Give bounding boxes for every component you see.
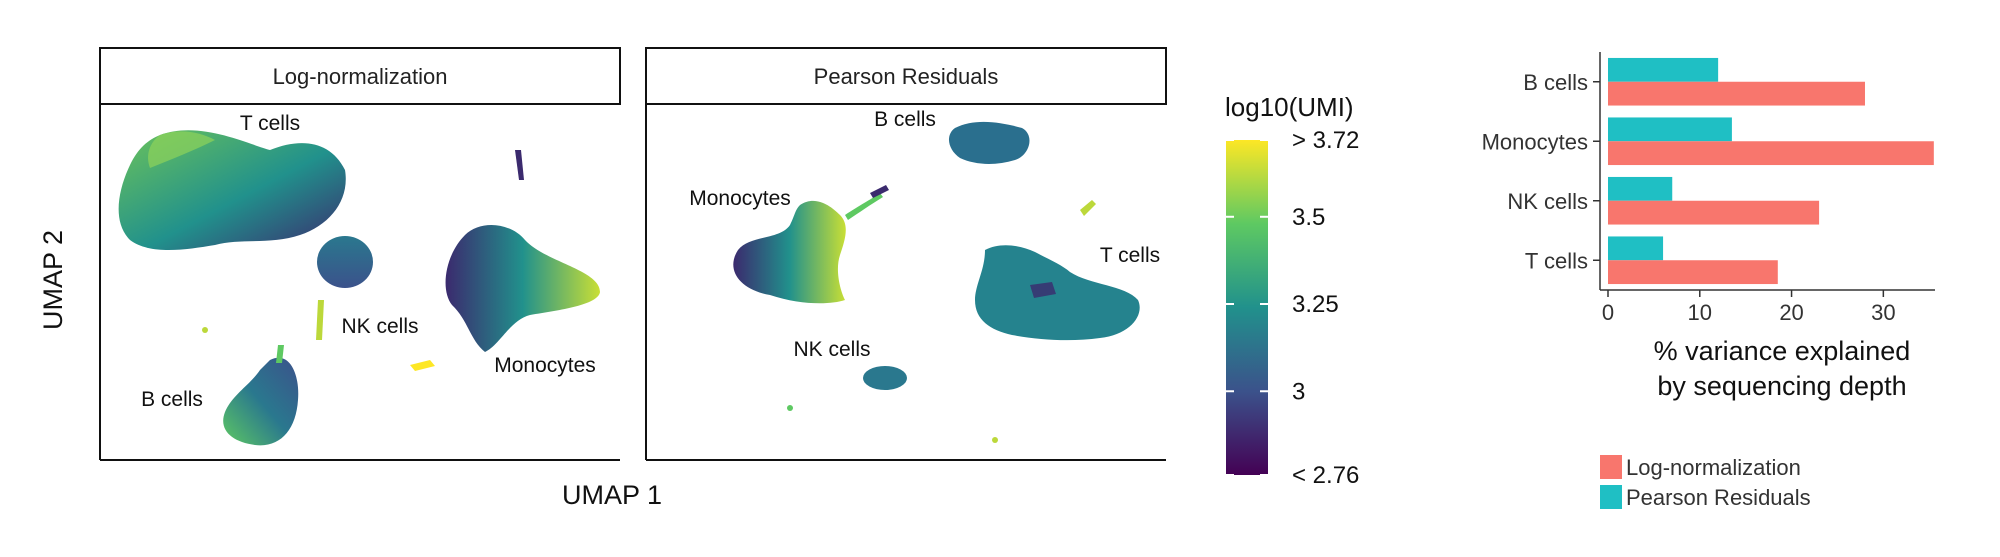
bar bbox=[1608, 176, 1673, 201]
nk-cells-cluster bbox=[317, 236, 373, 288]
x-tick-label: 10 bbox=[1688, 300, 1712, 325]
t-cells-cluster bbox=[118, 130, 346, 250]
category-label: B cells bbox=[1523, 70, 1588, 95]
monocytes-strand bbox=[515, 150, 524, 180]
t-cells-dark-core bbox=[1030, 282, 1056, 298]
legend-label: Log-normalization bbox=[1626, 455, 1801, 480]
nk-cells-cluster bbox=[863, 366, 907, 390]
bar bbox=[1608, 81, 1865, 106]
bar bbox=[1608, 236, 1664, 261]
bar bbox=[1608, 141, 1934, 166]
colorbar-ticks: > 3.72 3.5 3.25 3 < 2.76 bbox=[1226, 127, 1359, 489]
b-cells-bridge bbox=[276, 345, 284, 363]
x-ticks: 0 10 20 30 bbox=[1602, 290, 1896, 325]
category-labels: B cells Monocytes NK cells T cells bbox=[1482, 70, 1600, 273]
label-t-cells: T cells bbox=[240, 112, 300, 135]
t-cells-strand bbox=[1080, 200, 1096, 216]
label-b-cells: B cells bbox=[141, 388, 203, 411]
b-cells-cluster bbox=[223, 357, 299, 446]
category-label: T cells bbox=[1525, 248, 1588, 273]
b-cells-cluster bbox=[948, 121, 1030, 164]
label-nk-cells: NK cells bbox=[793, 338, 870, 361]
label-t-cells: T cells bbox=[1100, 244, 1160, 267]
t-cells-cluster-edge bbox=[148, 131, 215, 168]
t-cells-cluster bbox=[975, 245, 1140, 341]
small-speck bbox=[202, 327, 208, 333]
colorbar-tick-label: < 2.76 bbox=[1292, 462, 1359, 489]
colorbar-title: log10(UMI) bbox=[1225, 92, 1354, 122]
panel-title: Log-normalization bbox=[273, 64, 448, 89]
panel-title: Pearson Residuals bbox=[814, 64, 999, 89]
label-b-cells: B cells bbox=[874, 108, 936, 131]
bar bbox=[1608, 57, 1719, 82]
panel-strip bbox=[99, 47, 621, 105]
x-tick-label: 0 bbox=[1602, 300, 1614, 325]
monocytes-cluster bbox=[445, 224, 600, 352]
umap-panel-pearson-residuals: Pearson Residuals B cells Monocytes T ce… bbox=[645, 47, 1167, 461]
monocytes-cluster bbox=[733, 200, 846, 304]
bars bbox=[1608, 57, 1934, 285]
bar bbox=[1608, 260, 1778, 285]
colorbar-tick-label: > 3.72 bbox=[1292, 127, 1359, 154]
small-speck bbox=[787, 405, 793, 411]
umap-panel-log-normalization: Log-normalization T cells NK cells Monoc… bbox=[99, 47, 621, 461]
bar-x-label-line-1: % variance explained bbox=[1654, 336, 1911, 366]
bar-x-label-line-2: by sequencing depth bbox=[1657, 371, 1906, 401]
colorbar-gradient bbox=[1226, 140, 1268, 475]
legend-swatch bbox=[1600, 455, 1622, 479]
nk-cells-bridge bbox=[316, 300, 324, 340]
colorbar-tick-label: 3.5 bbox=[1292, 204, 1325, 231]
x-tick-label: 20 bbox=[1779, 300, 1803, 325]
colorbar-tick-label: 3 bbox=[1292, 378, 1305, 405]
colorbar: log10(UMI) > 3.72 3.5 3.25 3 < 2.76 bbox=[1225, 92, 1359, 489]
monocytes-small-cluster bbox=[410, 360, 435, 371]
monocytes-tip bbox=[870, 185, 889, 198]
umap-x-axis-label: UMAP 1 bbox=[562, 480, 662, 510]
category-label: Monocytes bbox=[1482, 129, 1588, 154]
umap-y-axis-label: UMAP 2 bbox=[38, 230, 68, 330]
label-nk-cells: NK cells bbox=[341, 315, 418, 338]
colorbar-tick-label: 3.25 bbox=[1292, 291, 1339, 318]
label-monocytes: Monocytes bbox=[689, 187, 791, 210]
category-label: NK cells bbox=[1507, 189, 1588, 214]
legend-label: Pearson Residuals bbox=[1626, 485, 1811, 510]
bar bbox=[1608, 117, 1732, 142]
label-monocytes: Monocytes bbox=[494, 354, 596, 377]
bar bbox=[1608, 200, 1820, 225]
small-speck bbox=[992, 437, 998, 443]
monocytes-strand bbox=[845, 193, 883, 220]
legend-swatch bbox=[1600, 485, 1622, 509]
panel-strip bbox=[645, 47, 1167, 105]
legend: Log-normalization Pearson Residuals bbox=[1600, 455, 1811, 510]
x-tick-label: 30 bbox=[1871, 300, 1895, 325]
